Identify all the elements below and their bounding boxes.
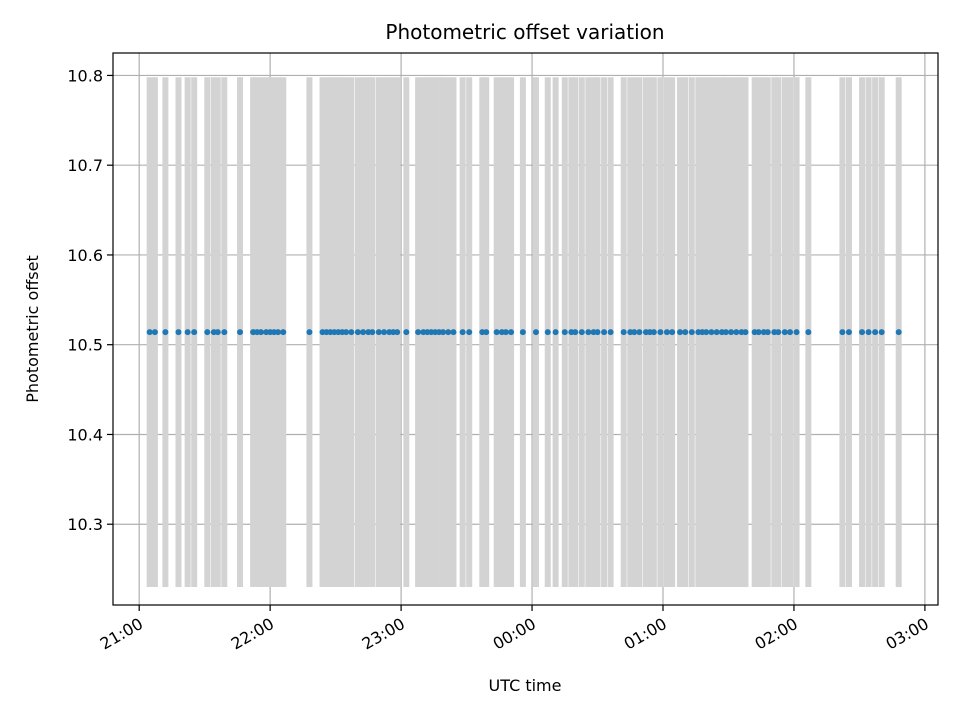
data-point (191, 329, 198, 336)
data-point (450, 329, 457, 336)
data-point (895, 329, 902, 336)
data-point (872, 329, 879, 336)
data-point (781, 329, 788, 336)
data-point (793, 329, 800, 336)
data-point (594, 329, 601, 336)
data-point (669, 329, 676, 336)
data-point (519, 329, 526, 336)
data-point (631, 329, 638, 336)
data-point (483, 329, 490, 336)
data-point (306, 329, 313, 336)
y-axis-label: Photometric offset (23, 255, 42, 403)
data-point (657, 329, 664, 336)
chart-title: Photometric offset variation (385, 20, 664, 44)
data-point (445, 329, 452, 336)
y-tick-label: 10.3 (67, 515, 103, 534)
y-tick-label: 10.6 (67, 246, 103, 265)
data-point (394, 329, 401, 336)
data-point (466, 329, 473, 336)
data-point (459, 329, 466, 336)
data-point (677, 329, 684, 336)
data-point (607, 329, 614, 336)
data-point (348, 329, 355, 336)
data-point (708, 329, 715, 336)
data-point (578, 329, 585, 336)
data-point (859, 329, 866, 336)
y-axis-ticks: 10.3 10.4 10.5 10.6 10.7 10.8 (67, 66, 113, 534)
x-tick-label: 23:00 (359, 614, 408, 654)
data-point (650, 329, 657, 336)
data-point (280, 329, 287, 336)
x-tick-label: 01:00 (621, 614, 670, 654)
y-tick-label: 10.4 (67, 425, 103, 444)
data-point (722, 329, 729, 336)
data-point (552, 329, 559, 336)
data-point (532, 329, 539, 336)
y-tick-label: 10.8 (67, 66, 103, 85)
data-point (403, 329, 410, 336)
data-point (508, 329, 515, 336)
data-point (688, 329, 695, 336)
data-point (733, 329, 740, 336)
data-point (151, 329, 158, 336)
data-point (369, 329, 376, 336)
data-point (742, 329, 749, 336)
y-tick-label: 10.7 (67, 156, 103, 175)
data-point (839, 329, 846, 336)
x-tick-label: 22:00 (228, 614, 277, 654)
data-point (636, 329, 643, 336)
data-point (493, 329, 500, 336)
data-point (184, 329, 191, 336)
data-point (440, 329, 446, 336)
data-points (146, 329, 902, 336)
x-tick-label: 03:00 (882, 614, 931, 654)
data-point (728, 329, 735, 336)
data-point (865, 329, 872, 336)
data-point (502, 329, 509, 336)
x-axis-ticks: 21:00 22:00 23:00 00:00 01:00 02:00 03:00 (97, 605, 932, 654)
y-tick-label: 10.5 (67, 336, 103, 355)
x-tick-label: 02:00 (752, 614, 801, 654)
data-point (214, 329, 221, 336)
data-point (878, 329, 885, 336)
data-point (572, 329, 579, 336)
data-point (787, 329, 794, 336)
data-point (805, 329, 812, 336)
data-point (764, 329, 771, 336)
data-point (713, 329, 720, 336)
data-point (204, 329, 211, 336)
x-axis-label: UTC time (489, 676, 562, 695)
x-tick-label: 21:00 (97, 614, 146, 654)
data-point (682, 329, 689, 336)
data-point (415, 329, 422, 336)
data-point (146, 329, 153, 336)
plot-frame (112, 52, 939, 606)
data-point (601, 329, 608, 336)
data-point (175, 329, 182, 336)
data-point (845, 329, 852, 336)
data-point (561, 329, 568, 336)
data-point (544, 329, 551, 336)
x-tick-label: 00:00 (490, 614, 539, 654)
data-point (162, 329, 169, 336)
data-point (620, 329, 627, 336)
data-point (755, 329, 762, 336)
data-point (237, 329, 244, 336)
data-point (703, 329, 710, 336)
data-point (275, 329, 281, 336)
data-point (375, 329, 382, 336)
data-point (257, 329, 264, 336)
data-point (354, 329, 361, 336)
data-point (775, 329, 782, 336)
data-point (360, 329, 367, 336)
data-point (343, 329, 350, 336)
data-point (585, 329, 592, 336)
data-point (221, 329, 228, 336)
data-point (663, 329, 670, 336)
data-point (381, 329, 388, 336)
